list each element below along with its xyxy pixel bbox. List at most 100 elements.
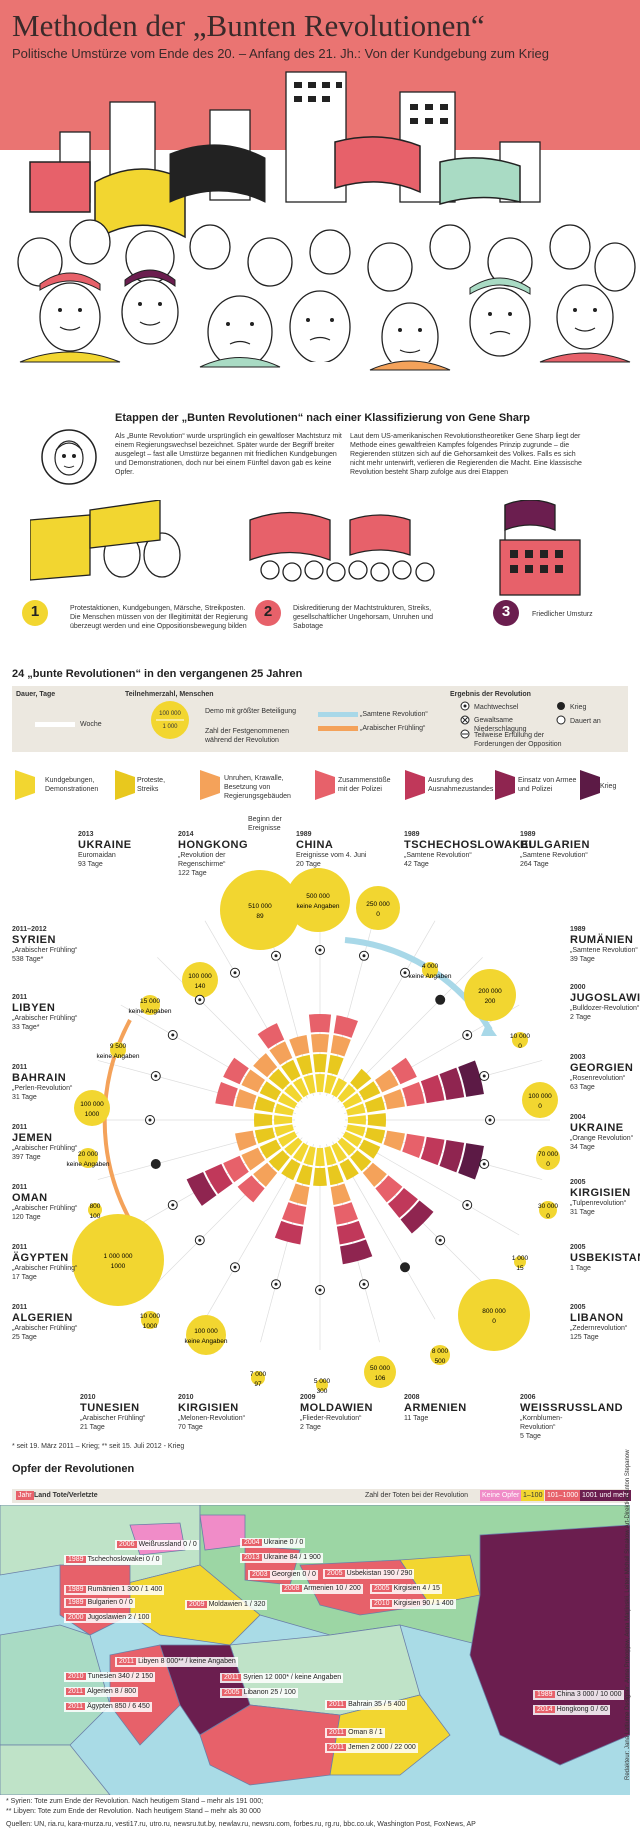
- country-name: BAHRAIN: [12, 1072, 67, 1084]
- result-icon-dot: [233, 1265, 237, 1269]
- map-label-year: 2009: [187, 1601, 207, 1608]
- escalation-segment: [223, 1155, 249, 1183]
- country-year: 2011: [12, 1304, 28, 1311]
- map-label-text: Libanon 25 / 100: [243, 1689, 296, 1696]
- participants-bubble: [141, 1311, 159, 1329]
- map-label-text: Kirgisien 4 / 15: [393, 1585, 440, 1592]
- country-label: 2011 BAHRAIN „Perlen-Revolution“ 31 Tage: [12, 1063, 87, 1102]
- escalation-2-label: Proteste, Streiks: [137, 777, 166, 793]
- victims-map: [0, 1505, 630, 1795]
- country-name: KIRGISIEN: [570, 1187, 631, 1199]
- bubble-arrests-text: keine Angaben: [66, 1161, 109, 1168]
- escalation-segment: [237, 1175, 265, 1203]
- escalation-segment: [333, 1202, 358, 1225]
- map-label-text: Tunesien 340 / 2 150: [87, 1673, 154, 1680]
- participants-bubble: [251, 1371, 265, 1385]
- stage-3-number: 3: [501, 603, 511, 620]
- result-icon-dot: [274, 1282, 278, 1286]
- bubble-participants-text: 10 000: [140, 1313, 160, 1320]
- escalation-segment: [350, 1068, 372, 1090]
- bubble-participants-text: 5 000: [314, 1378, 331, 1385]
- escalation-segment: [274, 1103, 294, 1116]
- country-desc: „Kornblumen-Revolution“: [520, 1415, 563, 1431]
- escalation-segment: [308, 1014, 332, 1033]
- country-desc: „Orange Revolution“: [570, 1135, 634, 1142]
- country-year: 2010: [178, 1394, 194, 1401]
- map-label-year: 1989: [66, 1586, 86, 1593]
- escalation-segment: [313, 1054, 327, 1073]
- country-label: 2008 ARMENIEN 11 Tage: [404, 1393, 479, 1423]
- map-victim-label: 2013 Ukraine 84 / 1 900: [240, 1553, 323, 1563]
- escalation-segment: [364, 1127, 386, 1144]
- participants-bubble: [140, 995, 160, 1015]
- country-name: JEMEN: [12, 1132, 53, 1144]
- gene-sharp-portrait: [41, 429, 97, 485]
- legend-arab-label: „Arabischer Frühling“: [360, 725, 426, 732]
- escalation-segment: [458, 1143, 484, 1180]
- victims-footnote-1: * Syrien: Tote zum Ende der Revolution. …: [6, 1798, 264, 1805]
- victims-legend-year: Jahr: [16, 1491, 34, 1500]
- map-label-year: 2014: [535, 1706, 555, 1713]
- map-label-text: Syrien 12 000* / keine Angaben: [243, 1674, 342, 1681]
- escalation-segment: [324, 1146, 337, 1166]
- result-icon-dot: [198, 1238, 202, 1242]
- participants-bubble: [464, 969, 516, 1021]
- legend-duration-head: Dauer, Tage: [16, 691, 56, 698]
- country-label: 1989 RUMÄNIEN „Samtene Revolution“ 39 Tage: [570, 925, 640, 964]
- escalation-segment: [259, 1081, 282, 1101]
- country-label: 2011 JEMEN „Arabischer Frühling“ 397 Tage: [12, 1123, 87, 1162]
- map-label-year: 2006: [117, 1541, 137, 1548]
- country-days: 125 Tage: [570, 1334, 599, 1341]
- result-icon-dot: [171, 1033, 175, 1037]
- country-name: BULGARIEN: [520, 839, 590, 851]
- escalation-segment: [296, 1164, 313, 1186]
- map-label-year: 2011: [327, 1744, 347, 1751]
- credits: Redakteur: Jana Laltiume Designer: Anna …: [625, 1449, 631, 1780]
- map-label-text: Georgien 0 / 0: [271, 1571, 316, 1578]
- result-icon-dot: [318, 948, 322, 952]
- map-label-year: 2005: [325, 1570, 345, 1577]
- escalation-segment: [254, 1127, 276, 1144]
- country-label: 2010 TUNESIEN „Arabischer Frühling“ 21 Tage: [80, 1393, 155, 1432]
- stage-2-text: Diskreditierung der Machtstrukturen, Str…: [293, 605, 434, 630]
- escalation-segment: [375, 1175, 403, 1203]
- bubble-arrests-text: 97: [254, 1381, 262, 1388]
- map-label-text: Bulgarien 0 / 0: [87, 1599, 133, 1606]
- escalation-segment: [289, 1035, 310, 1057]
- country-desc: „Zedernrevolution“: [570, 1325, 628, 1332]
- escalation-segment: [253, 1162, 278, 1187]
- map-victim-label: 1989 Rumänien 1 300 / 1 400: [64, 1585, 165, 1595]
- map-label-text: Bahrain 35 / 5 400: [348, 1701, 406, 1708]
- country-name: SYRIEN: [12, 934, 56, 946]
- stage-2-badge: [255, 600, 281, 626]
- legend-duration-label: Woche: [80, 721, 102, 728]
- map-label-year: 2010: [66, 1673, 86, 1680]
- legend-result-icons-2: [556, 702, 566, 725]
- country-year: 2011–2012: [12, 926, 47, 933]
- escalation-segment: [269, 1041, 293, 1065]
- bubble-arrests-text: 89: [256, 913, 264, 920]
- participants-bubble: [422, 962, 438, 978]
- country-name: CHINA: [296, 839, 334, 851]
- escalation-segment: [296, 1054, 313, 1076]
- map-label-year: 2010: [372, 1600, 392, 1607]
- map-label-text: Usbekistan 190 / 290: [346, 1570, 413, 1577]
- escalation-segment: [342, 1092, 363, 1109]
- country-desc: „Perlen-Revolution“: [12, 1085, 73, 1092]
- escalation-segment: [342, 1131, 363, 1148]
- escalation-segment: [257, 1023, 285, 1049]
- bubble-participants-text: 1 000 000: [104, 1253, 133, 1260]
- map-label-text: Oman 8 / 1: [348, 1729, 383, 1736]
- country-days: 33 Tage*: [12, 1024, 40, 1031]
- radial-spoke: [332, 920, 436, 1099]
- map-victim-label: 2005 Kirgisien 4 / 15: [370, 1584, 442, 1594]
- map-label-text: Kirgisien 90 / 1 400: [393, 1600, 454, 1607]
- bubble-participants-text: 7 000: [250, 1371, 267, 1378]
- bubble-arrests-text: keine Angaben: [408, 973, 451, 980]
- map-label-year: 1989: [66, 1599, 86, 1606]
- map-label-text: Ukraine 0 / 0: [263, 1539, 304, 1546]
- page-subtitle: Politische Umstürze vom Ende des 20. – A…: [12, 46, 549, 61]
- escalation-segment: [277, 1092, 298, 1109]
- country-days: 20 Tage: [296, 861, 321, 868]
- bubble-participants-text: 100 000: [80, 1101, 104, 1108]
